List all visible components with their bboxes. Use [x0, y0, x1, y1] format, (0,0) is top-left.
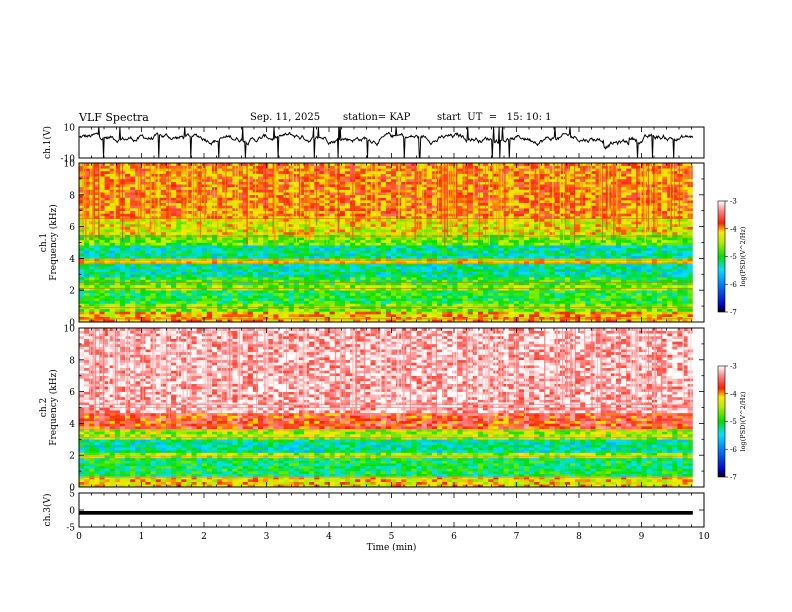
y-tick-label: 2 [69, 287, 75, 297]
colorbar-tick-label: -3 [730, 198, 737, 206]
no-data-area [692, 163, 705, 322]
x-tick-label: 3 [264, 532, 270, 542]
y-tick-label: 0 [69, 319, 75, 329]
colorbar-tick-label: -4 [730, 225, 737, 233]
colorbar-tick-label: -6 [730, 446, 737, 454]
colorbar-tick-label: -4 [730, 390, 737, 398]
x-tick-label: 10 [698, 532, 710, 542]
y-tick-label: 4 [69, 255, 75, 265]
colorbar-tick-label: -5 [730, 418, 737, 426]
heatmap-cells [79, 328, 694, 488]
ch3-waveform-trace [79, 511, 693, 515]
y-tick-label: -5 [66, 524, 75, 534]
narrowband-lines [79, 403, 693, 478]
y-tick-label: 6 [69, 223, 75, 233]
panel-axes-3: 0 2 4 6 8 10 ch.2 Frequency (kHz) [39, 325, 705, 494]
colorbar-tick-label: -6 [730, 281, 737, 289]
start-time-label: start UT = 15: 10: 1 [437, 112, 552, 123]
x-tick-label: 5 [389, 532, 395, 542]
x-axis-label: Time (min) [367, 542, 417, 553]
x-tick-label: 9 [639, 532, 645, 542]
colorbar-tick-label: -7 [730, 309, 737, 317]
colorbar-label: log(PSD)(V^2/Hz) [739, 391, 747, 451]
y-tick-label: 5 [69, 490, 75, 500]
y-tick-label: 8 [69, 356, 75, 366]
y-axis-label-frequency: Frequency (kHz) [48, 204, 59, 281]
ch1-spectrogram-panel [79, 163, 705, 323]
x-tick-label: 8 [576, 532, 582, 542]
ch1-waveform-trace [78, 126, 694, 159]
y-tick-label: 10 [64, 124, 76, 134]
y-axis-label-frequency: Frequency (kHz) [48, 369, 59, 446]
y-tick-label: 4 [69, 420, 75, 430]
no-data-area [692, 328, 705, 487]
sferic-streaks [82, 163, 691, 246]
sferic-streaks [90, 328, 692, 424]
ch2-spectrogram-panel [79, 328, 705, 488]
station-label: station= KAP [343, 112, 411, 123]
y-tick-label: 0 [69, 507, 75, 517]
y-tick-label: 10 [64, 325, 76, 335]
x-tick-label: 7 [514, 532, 520, 542]
colorbar-tick-label: -3 [730, 363, 737, 371]
y-tick-label: 6 [69, 388, 75, 398]
y-tick-label: 8 [69, 191, 75, 201]
ch1-waveform-panel [78, 126, 694, 159]
panel-frame [78, 492, 705, 528]
x-tick-label: 6 [451, 532, 457, 542]
x-tick-label: 1 [139, 532, 145, 542]
ch3-waveform-panel [79, 511, 693, 515]
y-tick-label: 0 [69, 484, 75, 494]
colorbar-gradient [717, 365, 726, 478]
y-tick-label: -10 [61, 155, 76, 165]
colorbar-label: log(PSD)(V^2/Hz) [739, 226, 747, 286]
y-tick-label: 2 [69, 452, 75, 462]
narrowband-lines [79, 218, 693, 320]
colorbar-tick-label: -5 [730, 253, 737, 261]
x-tick-label: 2 [201, 532, 207, 542]
panel-axes-2: 0 2 4 6 8 10 ch.1 Frequency (kHz) [39, 160, 705, 329]
x-tick-label: 4 [326, 532, 332, 542]
figure-title: VLF Spectra [79, 111, 149, 124]
date-label: Sep. 11, 2025 [250, 112, 321, 123]
colorbar-2: -3 -4 -5 -6 -7 log(PSD)(V^2/Hz) [717, 363, 747, 482]
panel-axes-1: 10 -10 ch.1(V) [42, 124, 705, 165]
x-tick-label: 0 [76, 532, 82, 542]
colorbar-gradient [717, 200, 726, 313]
y-tick-label: 10 [64, 160, 76, 170]
colorbar-1: -3 -4 -5 -6 -7 log(PSD)(V^2/Hz) [717, 198, 747, 317]
y-axis-label: ch.3(V) [42, 494, 53, 527]
y-axis-label-channel: ch.2 [39, 398, 49, 417]
y-axis-label: ch.1(V) [42, 126, 53, 159]
colorbar-tick-label: -7 [730, 474, 737, 482]
y-axis-label-channel: ch.1 [39, 233, 49, 252]
